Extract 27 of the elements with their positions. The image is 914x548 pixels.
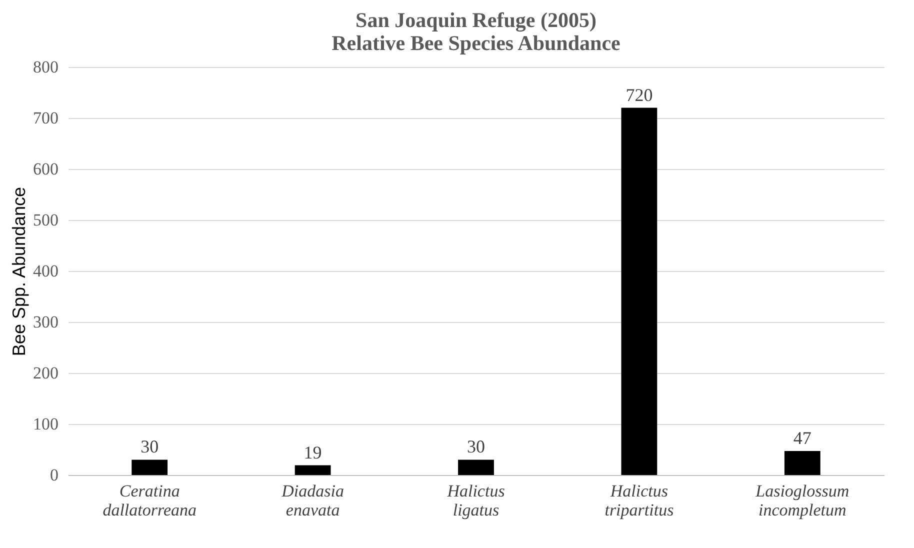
- x-tick-label: Ceratina dallatorreana: [102, 482, 197, 520]
- data-label: 47: [793, 428, 812, 448]
- text: San Joaquin Refuge (2005): [356, 8, 596, 32]
- y-tick-label: 400: [33, 262, 58, 280]
- y-tick-label: 700: [33, 108, 58, 128]
- x-tick-label: Halictus ligatus: [446, 482, 506, 520]
- bar: [621, 108, 658, 475]
- x-tick-label: Lasioglossum incompletum: [754, 482, 850, 520]
- y-tick-label: 200: [33, 364, 58, 382]
- bar: [784, 451, 820, 475]
- y-tick-label: 300: [33, 312, 58, 332]
- y-tick-label: 800: [33, 58, 58, 76]
- y-tick-label: 500: [33, 210, 58, 230]
- y-tick-label: 100: [33, 414, 58, 434]
- data-label: 19: [304, 442, 322, 462]
- x-tick-label: Halictus tripartitus: [604, 482, 674, 520]
- x-tick-label: Diadasia enavata: [280, 482, 344, 520]
- bar: [132, 460, 168, 475]
- y-axis-title: Bee Spp. Abundance: [9, 186, 29, 356]
- bar: [294, 465, 331, 475]
- text: Relative Bee Species Abundance: [332, 31, 620, 55]
- data-label: 30: [140, 436, 159, 457]
- y-tick-label: 0: [50, 466, 58, 484]
- data-label: 720: [626, 84, 653, 105]
- y-tick-label: 600: [33, 160, 58, 178]
- bar: [458, 460, 494, 475]
- data-label: 30: [467, 436, 485, 457]
